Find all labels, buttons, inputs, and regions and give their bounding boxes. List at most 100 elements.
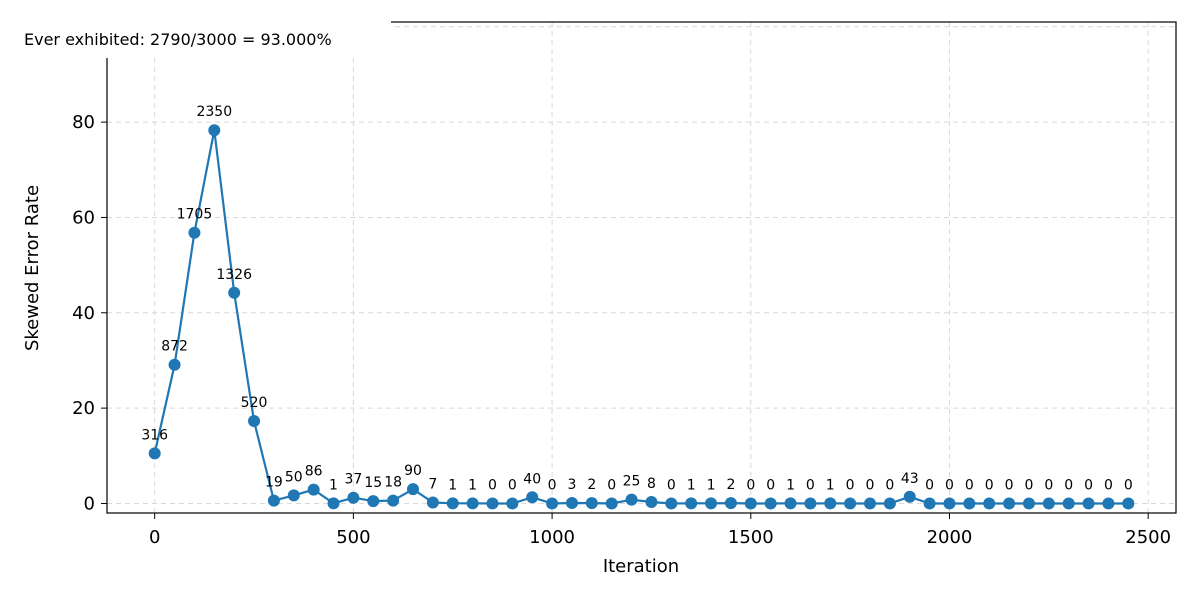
x-tick-label: 500 — [336, 527, 370, 548]
data-point — [665, 497, 678, 510]
data-label: 1 — [687, 477, 696, 493]
y-tick-label: 40 — [72, 303, 95, 324]
data-point — [1082, 497, 1095, 510]
x-tick-label: 2500 — [1125, 527, 1171, 548]
data-label: 0 — [548, 477, 557, 493]
x-tick-label: 2000 — [927, 527, 973, 548]
data-point — [546, 497, 559, 510]
data-point — [327, 497, 340, 510]
data-label: 2 — [726, 477, 735, 493]
data-point — [307, 483, 320, 496]
data-point — [804, 497, 817, 510]
y-axis-title: Skewed Error Rate — [22, 185, 43, 351]
data-label: 316 — [141, 427, 168, 443]
data-point — [267, 494, 280, 507]
data-point — [287, 489, 300, 502]
data-point — [188, 226, 201, 239]
data-label: 2350 — [196, 104, 232, 120]
data-point — [367, 495, 380, 508]
data-point — [426, 496, 439, 509]
data-label: 25 — [623, 474, 641, 490]
x-tick-label: 0 — [149, 527, 160, 548]
data-point — [605, 497, 618, 510]
plot-background — [107, 22, 1176, 513]
data-point — [645, 496, 658, 509]
data-point — [983, 497, 996, 510]
data-label: 1 — [826, 477, 835, 493]
data-label: 40 — [523, 471, 541, 487]
data-point — [526, 491, 539, 504]
data-point — [705, 497, 718, 510]
data-label: 1 — [329, 477, 338, 493]
plot-frame — [106, 21, 1177, 514]
y-tick-label: 20 — [72, 398, 95, 419]
data-point — [446, 497, 459, 510]
x-tick-label: 1500 — [728, 527, 774, 548]
data-point — [1042, 497, 1055, 510]
data-label: 0 — [766, 477, 775, 493]
data-label: 0 — [508, 477, 517, 493]
data-point — [406, 483, 419, 496]
data-point — [784, 497, 797, 510]
data-label: 0 — [945, 477, 954, 493]
data-point — [943, 497, 956, 510]
data-point — [1122, 497, 1135, 510]
data-label: 15 — [364, 475, 382, 491]
data-point — [1003, 497, 1016, 510]
data-point — [864, 497, 877, 510]
data-label: 0 — [1104, 477, 1113, 493]
data-label: 86 — [305, 464, 323, 480]
data-label: 0 — [1005, 477, 1014, 493]
y-tick-label: 80 — [72, 112, 95, 133]
data-point — [347, 491, 360, 504]
data-point — [1102, 497, 1115, 510]
data-point — [923, 497, 936, 510]
data-point — [208, 124, 221, 137]
data-label: 1 — [707, 477, 716, 493]
data-label: 50 — [285, 469, 303, 485]
data-point — [963, 497, 976, 510]
data-label: 0 — [488, 477, 497, 493]
data-point — [883, 497, 896, 510]
data-point — [466, 497, 479, 510]
x-tick-label: 1000 — [529, 527, 575, 548]
x-axis-title: Iteration — [603, 556, 679, 577]
annotation-text: Ever exhibited: 2790/3000 = 93.000% — [24, 30, 332, 49]
data-label: 7 — [428, 477, 437, 493]
data-label: 19 — [265, 475, 283, 491]
data-label: 0 — [1064, 477, 1073, 493]
data-point — [168, 358, 181, 371]
data-label: 1326 — [216, 267, 252, 283]
data-label: 3 — [567, 477, 576, 493]
data-label: 0 — [746, 477, 755, 493]
data-label: 2 — [587, 477, 596, 493]
data-label: 0 — [925, 477, 934, 493]
y-tick-label: 60 — [72, 207, 95, 228]
data-label: 90 — [404, 463, 422, 479]
data-label: 0 — [1124, 477, 1133, 493]
x-axis-ticks: 0 500 1000 1500 2000 2500 — [149, 513, 1171, 548]
data-point — [585, 497, 598, 510]
data-label: 0 — [806, 477, 815, 493]
y-axis-ticks: 020406080100 — [61, 17, 107, 514]
data-point — [903, 490, 916, 503]
y-tick-label: 0 — [84, 493, 95, 514]
data-label: 0 — [965, 477, 974, 493]
data-point — [486, 497, 499, 510]
data-point — [724, 497, 737, 510]
data-point — [764, 497, 777, 510]
data-point — [685, 497, 698, 510]
data-label: 8 — [647, 476, 656, 492]
data-label: 0 — [1084, 477, 1093, 493]
data-label: 0 — [846, 477, 855, 493]
data-label: 520 — [241, 395, 268, 411]
data-label: 0 — [667, 477, 676, 493]
data-label: 1705 — [177, 207, 213, 223]
data-point — [228, 286, 241, 299]
data-point — [506, 497, 519, 510]
data-point — [248, 414, 261, 427]
data-label: 37 — [344, 472, 362, 488]
data-label: 18 — [384, 475, 402, 491]
grid — [107, 22, 1176, 513]
